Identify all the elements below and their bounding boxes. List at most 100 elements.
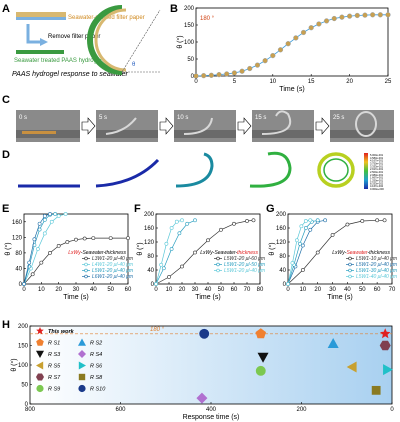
y-axis-label: θ (°) [136,242,144,255]
data-point [299,224,304,229]
data-point [32,237,37,242]
h-data-point [327,338,339,348]
panel-a: A Seawater-soaked filter paper Remove fi… [2,3,161,78]
b-data-point [347,13,353,19]
data-point [323,218,328,223]
y-tick-label: 80 [147,254,154,260]
legend-title: LxWy-Seawater-thickness [200,250,258,256]
legend-marker [84,268,88,273]
series-line [287,219,385,285]
filter-paper [16,12,66,17]
x-tick-label: 30 [73,287,80,293]
b-data-point [285,41,291,47]
panel-g-label: G [266,203,275,215]
x-tick-label: 40 [344,287,351,293]
b-series-line [195,14,388,77]
panel-h: H 800 600 400 200 0 0 50 100 150 200 Response time… [2,319,394,421]
data-point [74,237,78,242]
h-data-point [196,392,208,404]
x-tick-label: 60 [374,287,381,293]
y-tick-label: 150 [184,23,195,29]
legend-title: LxWy-Seawater-thickness [332,250,390,256]
arrow-2 [159,117,174,135]
data-point [48,212,52,216]
panel-b: B 0 5 10 15 20 25 0 50 100 150 200 Time (s) θ (°) 18… [170,3,392,93]
treated-hydrogel [16,50,64,54]
x-tick-label: 15 [308,79,315,85]
data-point [245,219,249,223]
h-legend-entry: R S2 [90,341,102,347]
legend-entry: L5W1-30 μl-40 μm [356,268,397,274]
h-data-point [379,328,391,339]
legend-entry: L6W1-20 μl-40 μm [92,274,133,280]
y-tick-label: 40 [279,268,286,274]
data-point [27,260,32,265]
data-point [56,214,61,218]
y-tick-label: 0 [151,282,155,288]
b-data-point [331,15,337,22]
time-25s: 25 s [333,115,344,121]
b-180-annotation: 180 ° [200,16,215,22]
x-tick-label: 20 [55,287,62,293]
y-tick-label: 200 [144,212,155,218]
y-tick-label: 200 [276,212,287,218]
data-point [308,218,313,223]
x-tick-label: 10 [269,79,276,85]
h-legend-entry: R S4 [90,352,102,358]
data-point [42,217,47,222]
y-tick-label: 0 [283,282,287,288]
data-point [35,247,40,251]
chart-b: 0 5 10 15 20 25 0 50 100 150 200 Time (s) θ (°) [176,6,392,93]
b-data-point [385,12,391,18]
x-tick-label: 5 [233,79,237,85]
treated-hydrogel-text: Seawater treated PAAS hydrogel [14,58,102,64]
y-tick-label: 40 [147,268,154,274]
x-tick-label: 80 [257,287,264,293]
x-axis-label: Time (s) [327,294,352,301]
data-point [169,226,174,230]
legend-marker [216,256,220,261]
angle-line-1 [121,9,161,73]
colorbar-tick-label: 3.333e-001 [370,164,384,168]
data-point [56,243,61,248]
series-line [287,219,318,285]
x-tick-label: 0 [286,287,290,293]
data-point [295,238,299,243]
data-point [315,218,320,223]
x-tick-label: 50 [107,287,114,293]
h-legend-marker [36,361,44,370]
y-tick-label: 100 [18,363,29,369]
legend-entry: L5W1-20 μl-40 μm [92,268,133,274]
x-tick-label: 20 [314,287,321,293]
y-tick-label: 50 [187,57,194,63]
panel-e: E 0 10 20 30 40 50 60 0 40 80 120 160 Time (s) θ (°) L… [2,203,133,301]
x-axis-label: Time (s) [195,294,220,301]
legend-marker [348,268,352,273]
chart-f: 0 10 20 30 40 50 60 70 80 0 40 80 120 160 200 Time (s) θ… [136,212,265,301]
x-tick-label: 600 [115,407,126,413]
colorbar-tick-label: 4.167e-001 [370,159,384,163]
y-tick-label: 160 [12,220,23,226]
y-tick-label: 150 [18,344,29,350]
arrow-1 [81,117,96,135]
y-tick-label: 160 [276,226,287,232]
plot-frame [195,7,389,77]
h-legend-entry: R S10 [90,387,106,393]
data-point [300,268,305,272]
h-data-point [371,385,381,395]
data-point [53,212,58,216]
colorbar-tick-label: 2.083e-001 [370,173,384,177]
b-data-point [239,68,245,74]
colorbar [364,153,368,189]
x-tick-label: 50 [359,287,366,293]
b-data-point [193,73,199,79]
x-tick-label: 20 [346,79,353,85]
legend-entry: L4W1-20 μl-40 μm [92,262,133,268]
panel-a-label: A [2,3,10,15]
panel-c: C 0 s 5 s 10 s 15 s 25 s [2,94,394,142]
h-legend-marker [78,361,86,370]
theta-label: θ [132,62,136,68]
data-point [286,282,290,286]
h-data-point [255,328,267,339]
x-tick-label: 400 [206,407,217,413]
